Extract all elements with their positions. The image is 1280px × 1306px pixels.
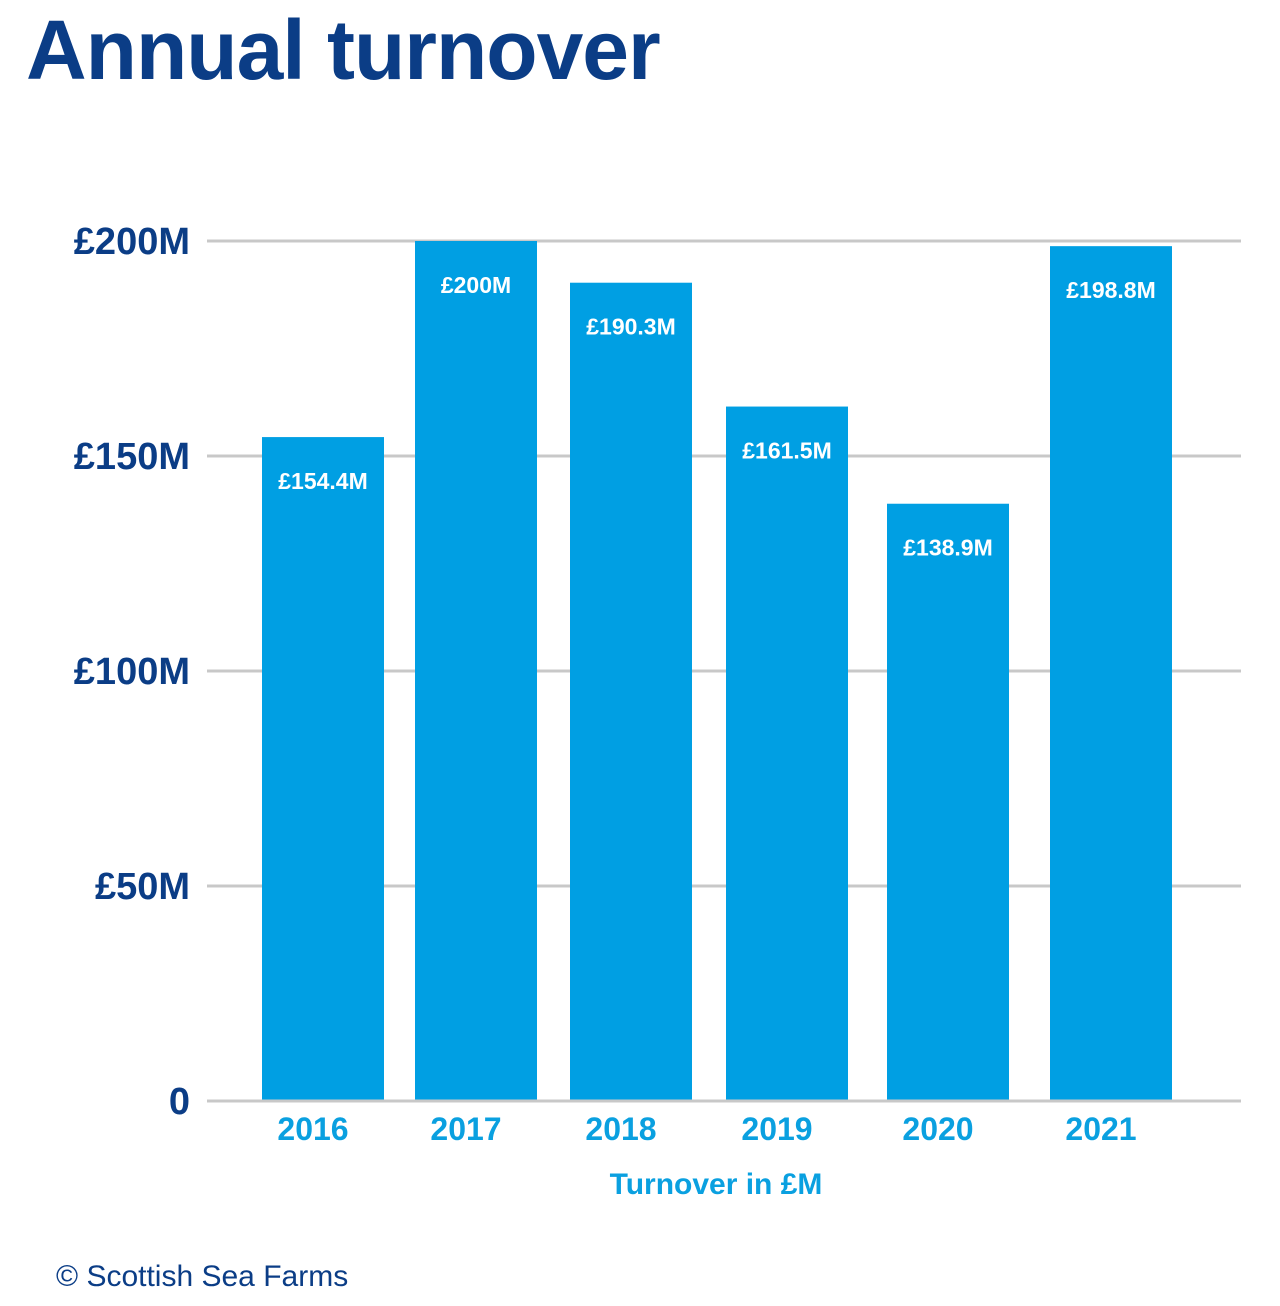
x-tick-label: 2018 — [585, 1111, 656, 1147]
x-tick-label: 2021 — [1065, 1111, 1136, 1147]
copyright-notice: © Scottish Sea Farms — [56, 1260, 349, 1293]
y-tick-label: 0 — [169, 1081, 190, 1123]
bar — [570, 282, 692, 1102]
data-label: £138.9M — [903, 535, 993, 561]
data-label: £161.5M — [742, 438, 832, 464]
bar — [415, 241, 537, 1101]
x-tick-label: 2017 — [430, 1111, 501, 1147]
y-tick-label: £150M — [74, 436, 190, 478]
data-label: £190.3M — [586, 314, 676, 340]
x-axis-label: Turnover in £M — [610, 1168, 823, 1201]
bar — [262, 437, 384, 1102]
data-label: £198.8M — [1066, 277, 1156, 303]
y-tick-label: £50M — [95, 866, 190, 908]
data-label: £200M — [441, 272, 511, 298]
y-tick-label: £200M — [74, 221, 190, 263]
x-tick-label: 2019 — [741, 1111, 812, 1147]
y-tick-label: £100M — [74, 651, 190, 693]
x-tick-label: 2020 — [902, 1111, 973, 1147]
bar — [1050, 246, 1172, 1101]
x-tick-label: 2016 — [277, 1111, 348, 1147]
chart-title: Annual turnover — [26, 3, 661, 97]
data-label: £154.4M — [278, 468, 368, 494]
bar — [887, 503, 1009, 1102]
bar — [726, 406, 848, 1101]
